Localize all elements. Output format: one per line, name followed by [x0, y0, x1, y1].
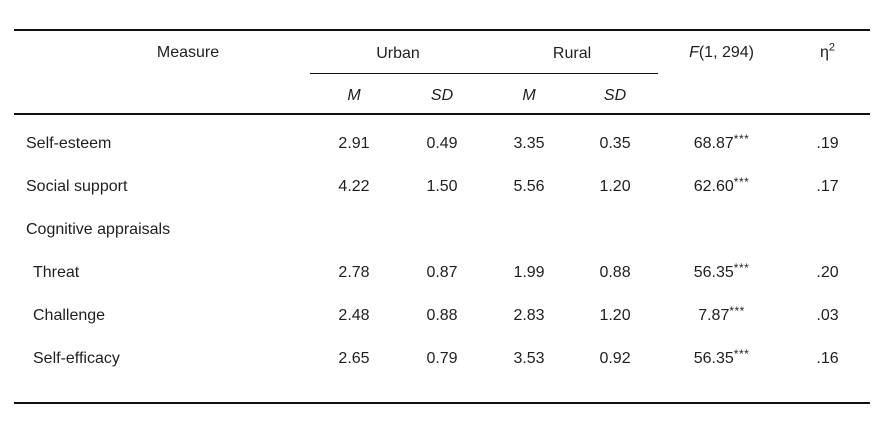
eta-squared-value: .16: [816, 349, 839, 367]
significance-asterisks: ***: [733, 174, 750, 189]
table-header: Measure Urban Rural F(1, 294) η2 M SD M …: [14, 30, 871, 115]
section-label: Cognitive appraisals: [26, 220, 171, 238]
table-body: Self-esteem 2.91 0.49 3.35 0.35 68.87***…: [14, 114, 870, 403]
urban-mean-value: 4.22: [338, 177, 370, 195]
col-header-measure: Measure: [14, 30, 310, 115]
f-degrees-of-freedom: (1, 294): [698, 44, 754, 61]
col-header-rural-sd: SD: [572, 73, 659, 115]
row-label: Social support: [26, 177, 128, 195]
f-value-cell: 62.60***: [658, 165, 785, 208]
significance-asterisks: ***: [729, 303, 745, 318]
f-value-cell: 68.87***: [658, 114, 785, 165]
eta-squared-value: .17: [816, 177, 839, 195]
urban-sd-value: 0.49: [426, 135, 458, 152]
urban-mean-value: 2.78: [338, 263, 370, 281]
row-label: Self-esteem: [26, 135, 112, 152]
rural-sd-value: 1.20: [599, 306, 631, 324]
table-row-social-support: Social support 4.22 1.50 5.56 1.20 62.60…: [14, 165, 870, 208]
f-value: 7.87: [698, 306, 730, 324]
rural-sd-value: 0.88: [599, 263, 631, 281]
col-group-rural: Rural: [486, 30, 659, 74]
urban-sd-value: 1.50: [426, 177, 458, 195]
header-row-stats: M SD M SD: [14, 73, 870, 115]
eta-squared-value: .19: [816, 135, 839, 152]
f-value: 56.35: [693, 349, 734, 367]
f-value: 56.35: [693, 263, 734, 281]
anova-results-table: Measure Urban Rural F(1, 294) η2 M SD M …: [14, 29, 871, 404]
f-value-cell: 56.35***: [658, 251, 785, 294]
header-row-groups: Measure Urban Rural F(1, 294) η2: [14, 30, 871, 115]
rural-sd-value: 0.92: [599, 349, 631, 367]
f-value-cell: 56.35***: [658, 337, 785, 380]
eta-squared-value: .03: [816, 306, 839, 324]
rural-mean-value: 3.53: [513, 349, 545, 367]
rural-sd-value: 0.35: [599, 135, 631, 152]
rural-mean-value: 1.99: [513, 263, 545, 281]
significance-asterisks: ***: [733, 346, 750, 361]
f-value: 62.60: [693, 177, 734, 195]
f-value-cell: 7.87***: [658, 294, 785, 337]
rural-sd-value: 1.20: [599, 177, 631, 195]
bottom-spacer-row: [14, 380, 870, 403]
table-row-cognitive-appraisals-section: Cognitive appraisals: [14, 208, 870, 251]
row-label: Self-efficacy: [33, 349, 120, 367]
urban-sd-value: 0.88: [426, 306, 458, 324]
f-symbol: F: [689, 44, 699, 61]
table-row-threat: Threat 2.78 0.87 1.99 0.88 56.35*** .20: [14, 251, 870, 294]
f-value: 68.87: [693, 135, 734, 152]
col-header-f-statistic: F(1, 294): [658, 30, 786, 115]
eta-squared-value: .20: [816, 263, 839, 281]
col-header-eta-squared: η2: [785, 30, 871, 115]
eta-exponent: 2: [828, 41, 836, 54]
urban-mean-value: 2.65: [338, 349, 370, 367]
significance-asterisks: ***: [733, 132, 750, 146]
row-label: Threat: [33, 263, 80, 281]
significance-asterisks: ***: [733, 260, 750, 275]
table-row-challenge: Challenge 2.48 0.88 2.83 1.20 7.87*** .0…: [14, 294, 870, 337]
rural-mean-value: 2.83: [513, 306, 545, 324]
row-label: Challenge: [33, 306, 106, 324]
col-header-rural-mean: M: [486, 73, 573, 115]
rural-mean-value: 5.56: [513, 177, 545, 195]
col-group-urban: Urban: [310, 30, 487, 74]
rural-mean-value: 3.35: [513, 135, 545, 152]
eta-symbol: η: [820, 44, 829, 61]
table-row-self-esteem: Self-esteem 2.91 0.49 3.35 0.35 68.87***…: [14, 114, 870, 165]
table-row-self-efficacy: Self-efficacy 2.65 0.79 3.53 0.92 56.35*…: [14, 337, 870, 380]
urban-sd-value: 0.87: [426, 263, 458, 281]
col-header-urban-sd: SD: [398, 73, 487, 115]
urban-sd-value: 0.79: [426, 349, 458, 367]
urban-mean-value: 2.91: [338, 135, 370, 152]
urban-mean-value: 2.48: [338, 306, 370, 324]
col-header-urban-mean: M: [310, 73, 398, 115]
